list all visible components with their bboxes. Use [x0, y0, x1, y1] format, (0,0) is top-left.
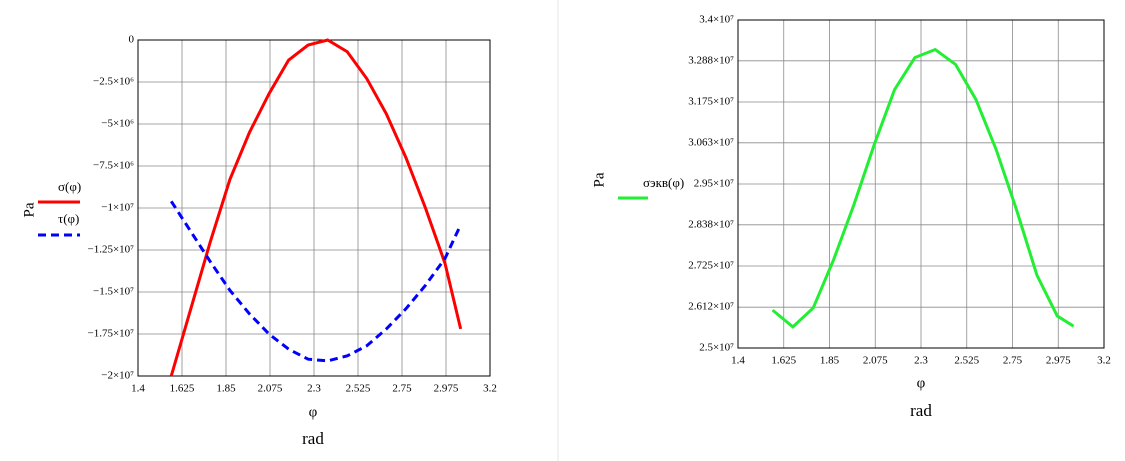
y-tick-label: −5×10⁶ [101, 118, 134, 130]
x-tick-label: 2.75 [392, 383, 412, 395]
y-tick-label: −1.25×10⁷ [88, 244, 135, 256]
y-tick-label: 3.288×10⁷ [688, 54, 734, 66]
y-tick-label: 2.725×10⁷ [688, 260, 734, 272]
x-tick-label: 2.3 [307, 383, 321, 395]
x-tick-label: 1.4 [731, 355, 745, 367]
x-tick-label: 1.4 [131, 383, 145, 395]
legend-label: τ(φ) [58, 211, 79, 226]
y-tick-label: 2.5×10⁷ [699, 342, 734, 354]
x-tick-label: 2.3 [914, 355, 928, 367]
y-tick-label: −2.5×10⁶ [93, 76, 134, 88]
y-tick-label: 2.95×10⁷ [694, 178, 734, 190]
x-tick-label: 1.625 [170, 383, 195, 395]
x-tick-label: 2.525 [346, 383, 371, 395]
legend-label: σ(φ) [58, 179, 81, 194]
y-tick-label: 3.063×10⁷ [688, 136, 734, 148]
data-line [169, 200, 463, 363]
x-axis-label: φ [917, 375, 926, 391]
y-tick-label: −7.5×10⁶ [93, 160, 134, 172]
plot-frame [737, 19, 1105, 349]
y-tick-label: −1.75×10⁷ [88, 328, 135, 340]
data-line [771, 47, 1075, 329]
x-tick-label: 2.075 [258, 383, 283, 395]
y-tick-label: 2.612×10⁷ [688, 301, 734, 313]
data-line [169, 38, 463, 377]
x-tick-label: 2.75 [1003, 355, 1023, 367]
y-axis-label: Pa [591, 172, 607, 187]
y-axis-label: Pa [21, 202, 37, 217]
x-axis-unit: rad [910, 401, 932, 420]
x-tick-label: 2.075 [863, 355, 888, 367]
x-tick-label: 2.975 [1046, 355, 1071, 367]
y-tick-label: 3.175×10⁷ [688, 96, 734, 108]
x-tick-label: 3.2 [1097, 355, 1111, 367]
plot-frame [137, 39, 491, 377]
legend-label: σэкв(φ) [643, 175, 684, 190]
y-tick-label: 0 [129, 34, 135, 46]
x-tick-label: 2.525 [954, 355, 979, 367]
y-tick-label: 3.4×10⁷ [699, 14, 734, 26]
y-tick-label: −1×10⁷ [101, 202, 134, 214]
y-tick-label: −1.5×10⁷ [93, 286, 134, 298]
x-tick-label: 1.625 [771, 355, 796, 367]
y-tick-label: 2.838×10⁷ [688, 218, 734, 230]
x-tick-label: 1.85 [216, 383, 236, 395]
x-tick-label: 1.85 [820, 355, 840, 367]
y-tick-label: −2×10⁷ [101, 370, 134, 382]
x-axis-label: φ [309, 404, 318, 420]
x-axis-unit: rad [302, 429, 324, 448]
x-tick-label: 2.975 [434, 383, 459, 395]
x-tick-label: 3.2 [483, 383, 497, 395]
